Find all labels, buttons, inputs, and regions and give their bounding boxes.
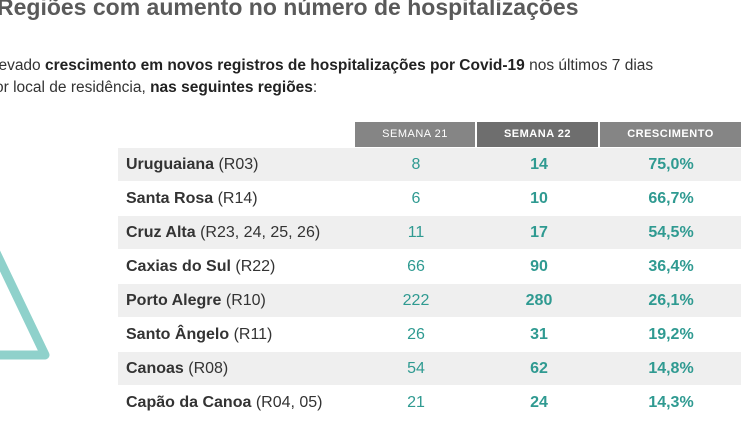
growth-cell: 19,2% xyxy=(648,326,694,343)
region-code: (R14) xyxy=(217,190,258,207)
growth-cell: 66,7% xyxy=(648,190,694,207)
region-cell: Uruguaiana (R03) xyxy=(118,148,355,181)
week21-cell: 66 xyxy=(407,258,425,275)
region-code: (R22) xyxy=(235,258,276,275)
region-code: (R11) xyxy=(233,326,273,343)
column-header: SEMANA 22 xyxy=(477,122,598,147)
header-row: SEMANA 21 SEMANA 22 CRESCIMENTO xyxy=(118,122,741,147)
table-row: Santo Ângelo (R11) 26 31 19,2% xyxy=(118,318,741,351)
triangle xyxy=(0,250,50,360)
growth-cell: 26,1% xyxy=(648,292,694,309)
week21-cell: 11 xyxy=(407,224,425,241)
week22-cell: 10 xyxy=(530,190,548,207)
region-name: Canoas xyxy=(126,360,184,377)
table-row: Porto Alegre (R10) 222 280 26,1% xyxy=(118,284,741,317)
region-name: Uruguaiana xyxy=(126,156,215,173)
table: SEMANA 21 SEMANA 22 CRESCIMENTO Uruguaia… xyxy=(118,122,741,419)
week21-cell: 21 xyxy=(407,394,425,411)
growth-cell: 75,0% xyxy=(648,156,694,173)
table-body: Uruguaiana (R03) 8 14 75,0% Santa Rosa (R14)… xyxy=(118,148,741,419)
week22-cell: 62 xyxy=(530,360,548,377)
region-name: Cruz Alta xyxy=(126,224,196,241)
intro-text: levado xyxy=(0,57,41,74)
table-row: Uruguaiana (R03) 8 14 75,0% xyxy=(118,148,741,181)
region-cell: Canoas (R08) xyxy=(118,352,355,385)
intro-text: nos últimos 7 dias xyxy=(524,57,654,74)
growth-cell: 14,3% xyxy=(648,394,694,411)
week21-cell: 26 xyxy=(407,326,425,343)
table-row: Caxias do Sul (R22) 66 90 36,4% xyxy=(118,250,741,283)
table-row: Capão da Canoa (R04, 05) 21 24 14,3% xyxy=(118,386,741,419)
region-code: (R10) xyxy=(225,292,266,309)
region-name: Porto Alegre xyxy=(126,292,222,309)
intro-text: : xyxy=(312,79,318,96)
week21-cell: 8 xyxy=(411,156,421,173)
region-name: Santo Ângelo xyxy=(126,326,230,343)
table-row: Cruz Alta (R23, 24, 25, 26) 11 17 54,5% xyxy=(118,216,741,249)
growth-cell: 36,4% xyxy=(648,258,694,275)
week21-cell: 222 xyxy=(402,292,430,309)
region-cell: Porto Alegre (R10) xyxy=(118,284,355,317)
region-name: Caxias do Sul xyxy=(126,258,231,275)
intro: levado crescimento em novos registros de… xyxy=(0,55,741,99)
week22-cell: 14 xyxy=(530,156,548,173)
table-row: Santa Rosa (R14) 6 10 66,7% xyxy=(118,182,741,215)
week21-cell: 6 xyxy=(411,190,421,207)
column-header: CRESCIMENTO xyxy=(600,122,741,147)
region-cell: Santo Ângelo (R11) xyxy=(118,318,355,351)
spacer xyxy=(118,122,355,147)
region-code: (R23, 24, 25, 26) xyxy=(200,224,321,241)
growth-cell: 54,5% xyxy=(648,224,694,241)
region-cell: Santa Rosa (R14) xyxy=(118,182,355,215)
intro-bold: crescimento em novos registros de hospit… xyxy=(44,57,525,74)
title: Regiões com aumento no número de hospita… xyxy=(0,0,579,20)
region-code: (R03) xyxy=(218,156,259,173)
region-name: Capão da Canoa xyxy=(126,394,252,411)
region-name: Santa Rosa xyxy=(126,190,214,207)
week22-cell: 31 xyxy=(530,326,548,343)
table-row: Canoas (R08) 54 62 14,8% xyxy=(118,352,741,385)
region-code: (R08) xyxy=(188,360,229,377)
week22-cell: 90 xyxy=(530,258,548,275)
week22-cell: 17 xyxy=(530,224,548,241)
intro-bold: nas seguintes regiões xyxy=(150,79,313,96)
region-cell: Caxias do Sul (R22) xyxy=(118,250,355,283)
intro-text: or local de residência, xyxy=(0,79,151,96)
region-cell: Cruz Alta (R23, 24, 25, 26) xyxy=(118,216,355,249)
week22-cell: 24 xyxy=(530,394,548,411)
growth-cell: 14,8% xyxy=(648,360,694,377)
region-code: (R04, 05) xyxy=(255,394,323,411)
region-cell: Capão da Canoa (R04, 05) xyxy=(118,386,355,419)
week22-cell: 280 xyxy=(525,292,553,309)
triangle-decoration xyxy=(0,250,50,360)
column-header: SEMANA 21 xyxy=(355,122,475,147)
week21-cell: 54 xyxy=(407,360,425,377)
